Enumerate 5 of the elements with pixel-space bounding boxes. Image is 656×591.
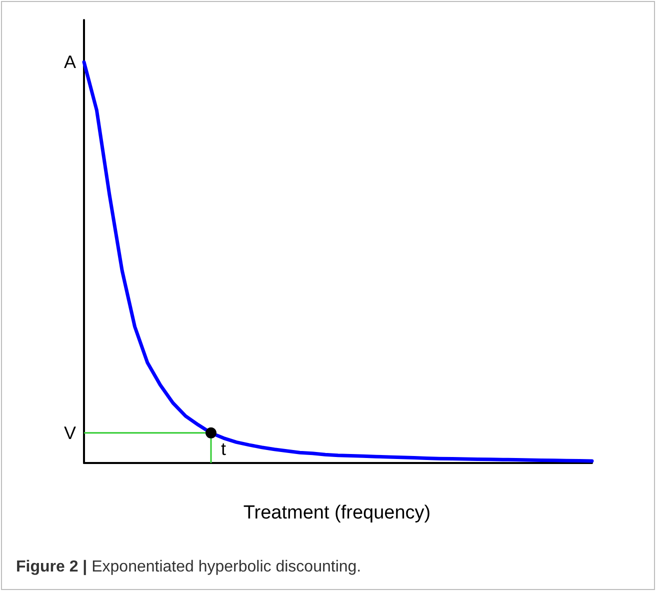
caption: Figure 2 | Exponentiated hyperbolic discounting. <box>16 558 362 576</box>
ref-line-label: V <box>64 422 76 443</box>
x-axis-title: Treatment (frequency) <box>243 502 431 524</box>
text: A <box>64 52 76 72</box>
annotation: t <box>221 438 226 459</box>
